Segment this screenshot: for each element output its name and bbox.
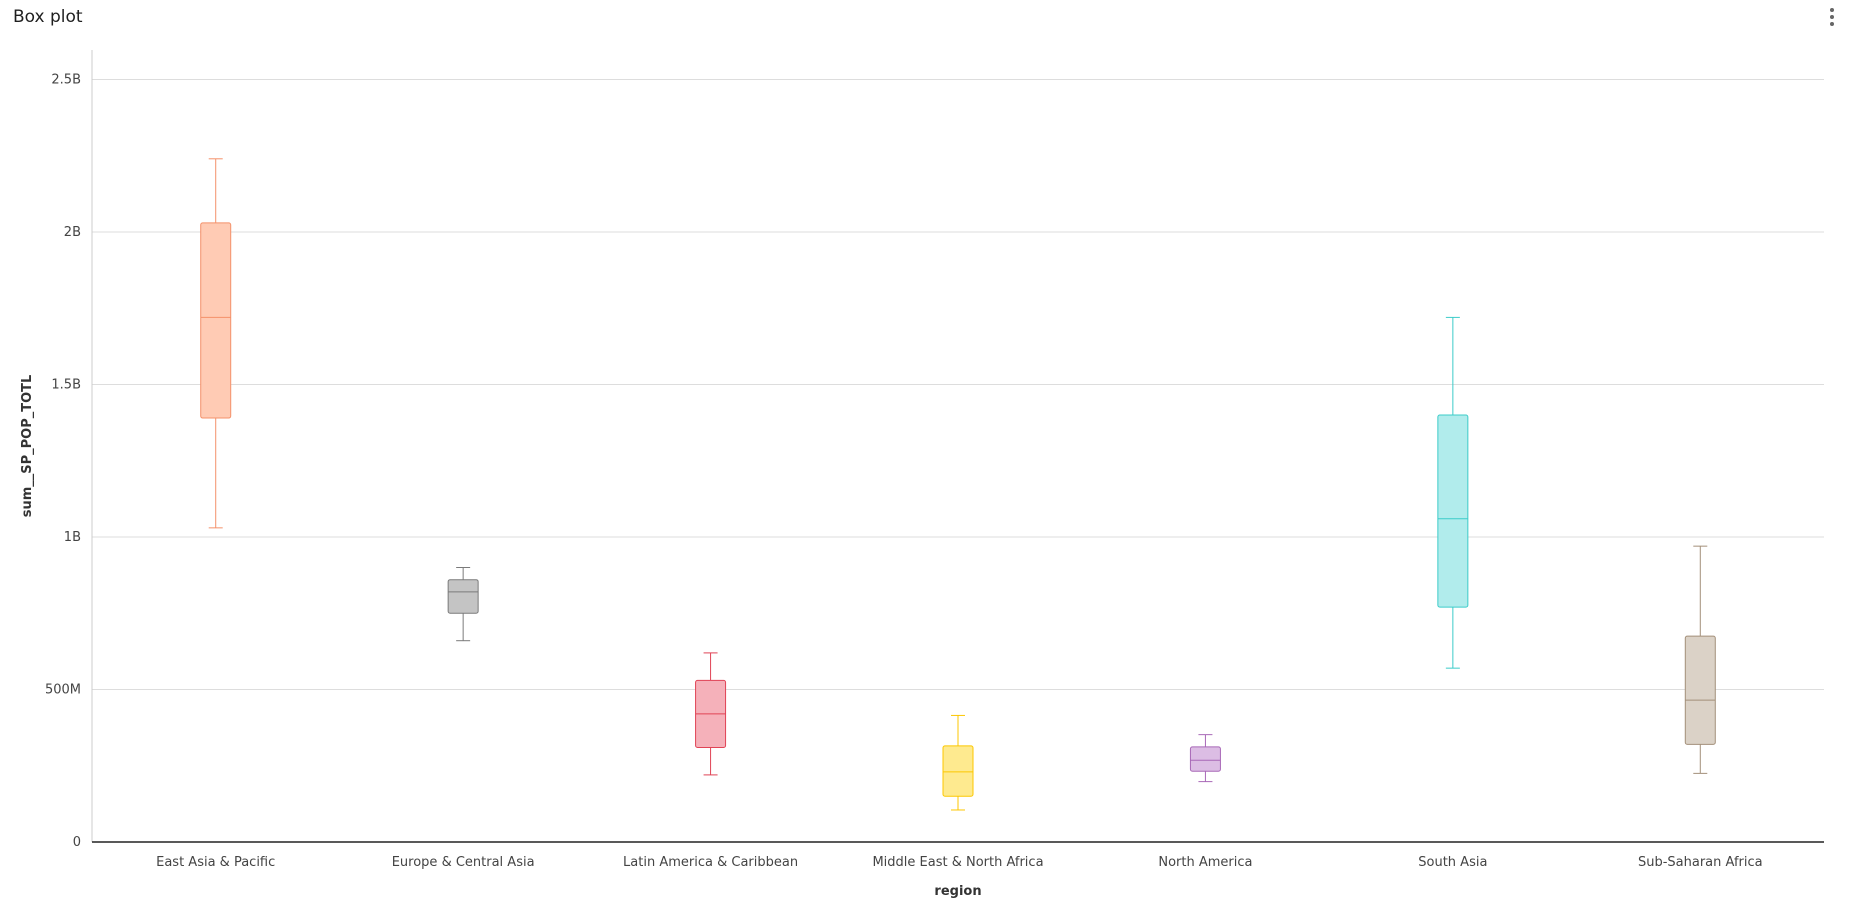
x-tick-label: North America	[1158, 855, 1252, 870]
box-7	[1684, 545, 1716, 774]
iqr-box	[200, 222, 232, 419]
boxes	[200, 158, 1716, 811]
x-tick-label: South Asia	[1418, 855, 1487, 870]
x-tick-label: Latin America & Caribbean	[623, 855, 798, 870]
box-6	[1437, 316, 1469, 669]
iqr-box	[1684, 635, 1716, 745]
box-3	[695, 652, 727, 776]
box-4	[942, 714, 974, 811]
y-tick-label: 500M	[45, 683, 81, 698]
y-tick-label: 2B	[64, 225, 81, 240]
iqr-box	[1189, 746, 1221, 772]
y-axis: 0 500M 1B 1.5B 2B 2.5B	[45, 50, 93, 850]
y-tick-label: 1.5B	[51, 378, 81, 393]
panel-title: Box plot	[13, 7, 83, 27]
x-tick-label: Europe & Central Asia	[392, 855, 535, 870]
iqr-box	[942, 745, 974, 797]
x-axis: East Asia & Pacific Europe & Central Asia…	[92, 841, 1824, 870]
y-tick-label: 1B	[64, 530, 81, 545]
x-axis-title: region	[934, 884, 981, 899]
iqr-box	[1437, 414, 1469, 608]
x-tick-label: Sub-Saharan Africa	[1638, 855, 1763, 870]
panel-header: Box plot	[0, 0, 1850, 36]
more-menu-icon[interactable]	[1826, 7, 1838, 27]
box-2	[447, 567, 479, 642]
y-axis-title: sum__SP_POP_TOTL	[20, 375, 35, 518]
box-5	[1189, 734, 1221, 783]
x-tick-label: East Asia & Pacific	[156, 855, 275, 870]
iqr-box	[447, 579, 479, 614]
box-1	[200, 158, 232, 529]
y-tick-label: 0	[73, 835, 81, 850]
x-tick-label: Middle East & North Africa	[872, 855, 1043, 870]
grid-lines	[92, 79, 1824, 690]
y-tick-label: 2.5B	[51, 73, 81, 88]
